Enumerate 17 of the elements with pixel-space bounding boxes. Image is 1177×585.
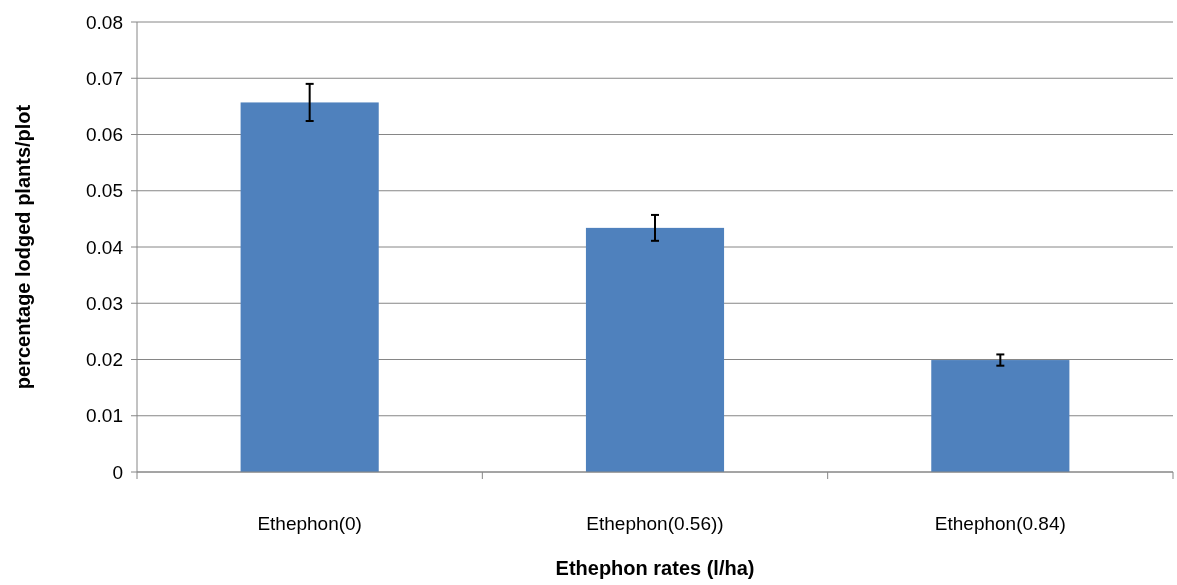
y-tick-label: 0 (112, 461, 123, 483)
bar (585, 227, 725, 472)
y-tick-label: 0.07 (86, 67, 123, 89)
y-axis-title: percentage lodged plants/plot (12, 104, 34, 390)
x-tick-label: Ethephon(0) (257, 513, 362, 534)
bar (240, 102, 379, 472)
y-tick-label: 0.08 (86, 11, 123, 33)
x-axis-title: Ethephon rates (l/ha) (555, 557, 755, 579)
y-tick-label: 0.02 (86, 349, 123, 371)
x-tick-label: Ethephon(0.56)) (586, 513, 724, 534)
y-tick-label: 0.01 (86, 405, 123, 427)
y-tick-label: 0.04 (86, 236, 124, 258)
y-tick-label: 0.06 (86, 124, 123, 146)
bar (931, 360, 1070, 472)
x-tick-label: Ethephon(0.84) (934, 513, 1066, 534)
y-tick-label: 0.03 (86, 292, 123, 314)
y-tick-label: 0.05 (86, 180, 123, 202)
